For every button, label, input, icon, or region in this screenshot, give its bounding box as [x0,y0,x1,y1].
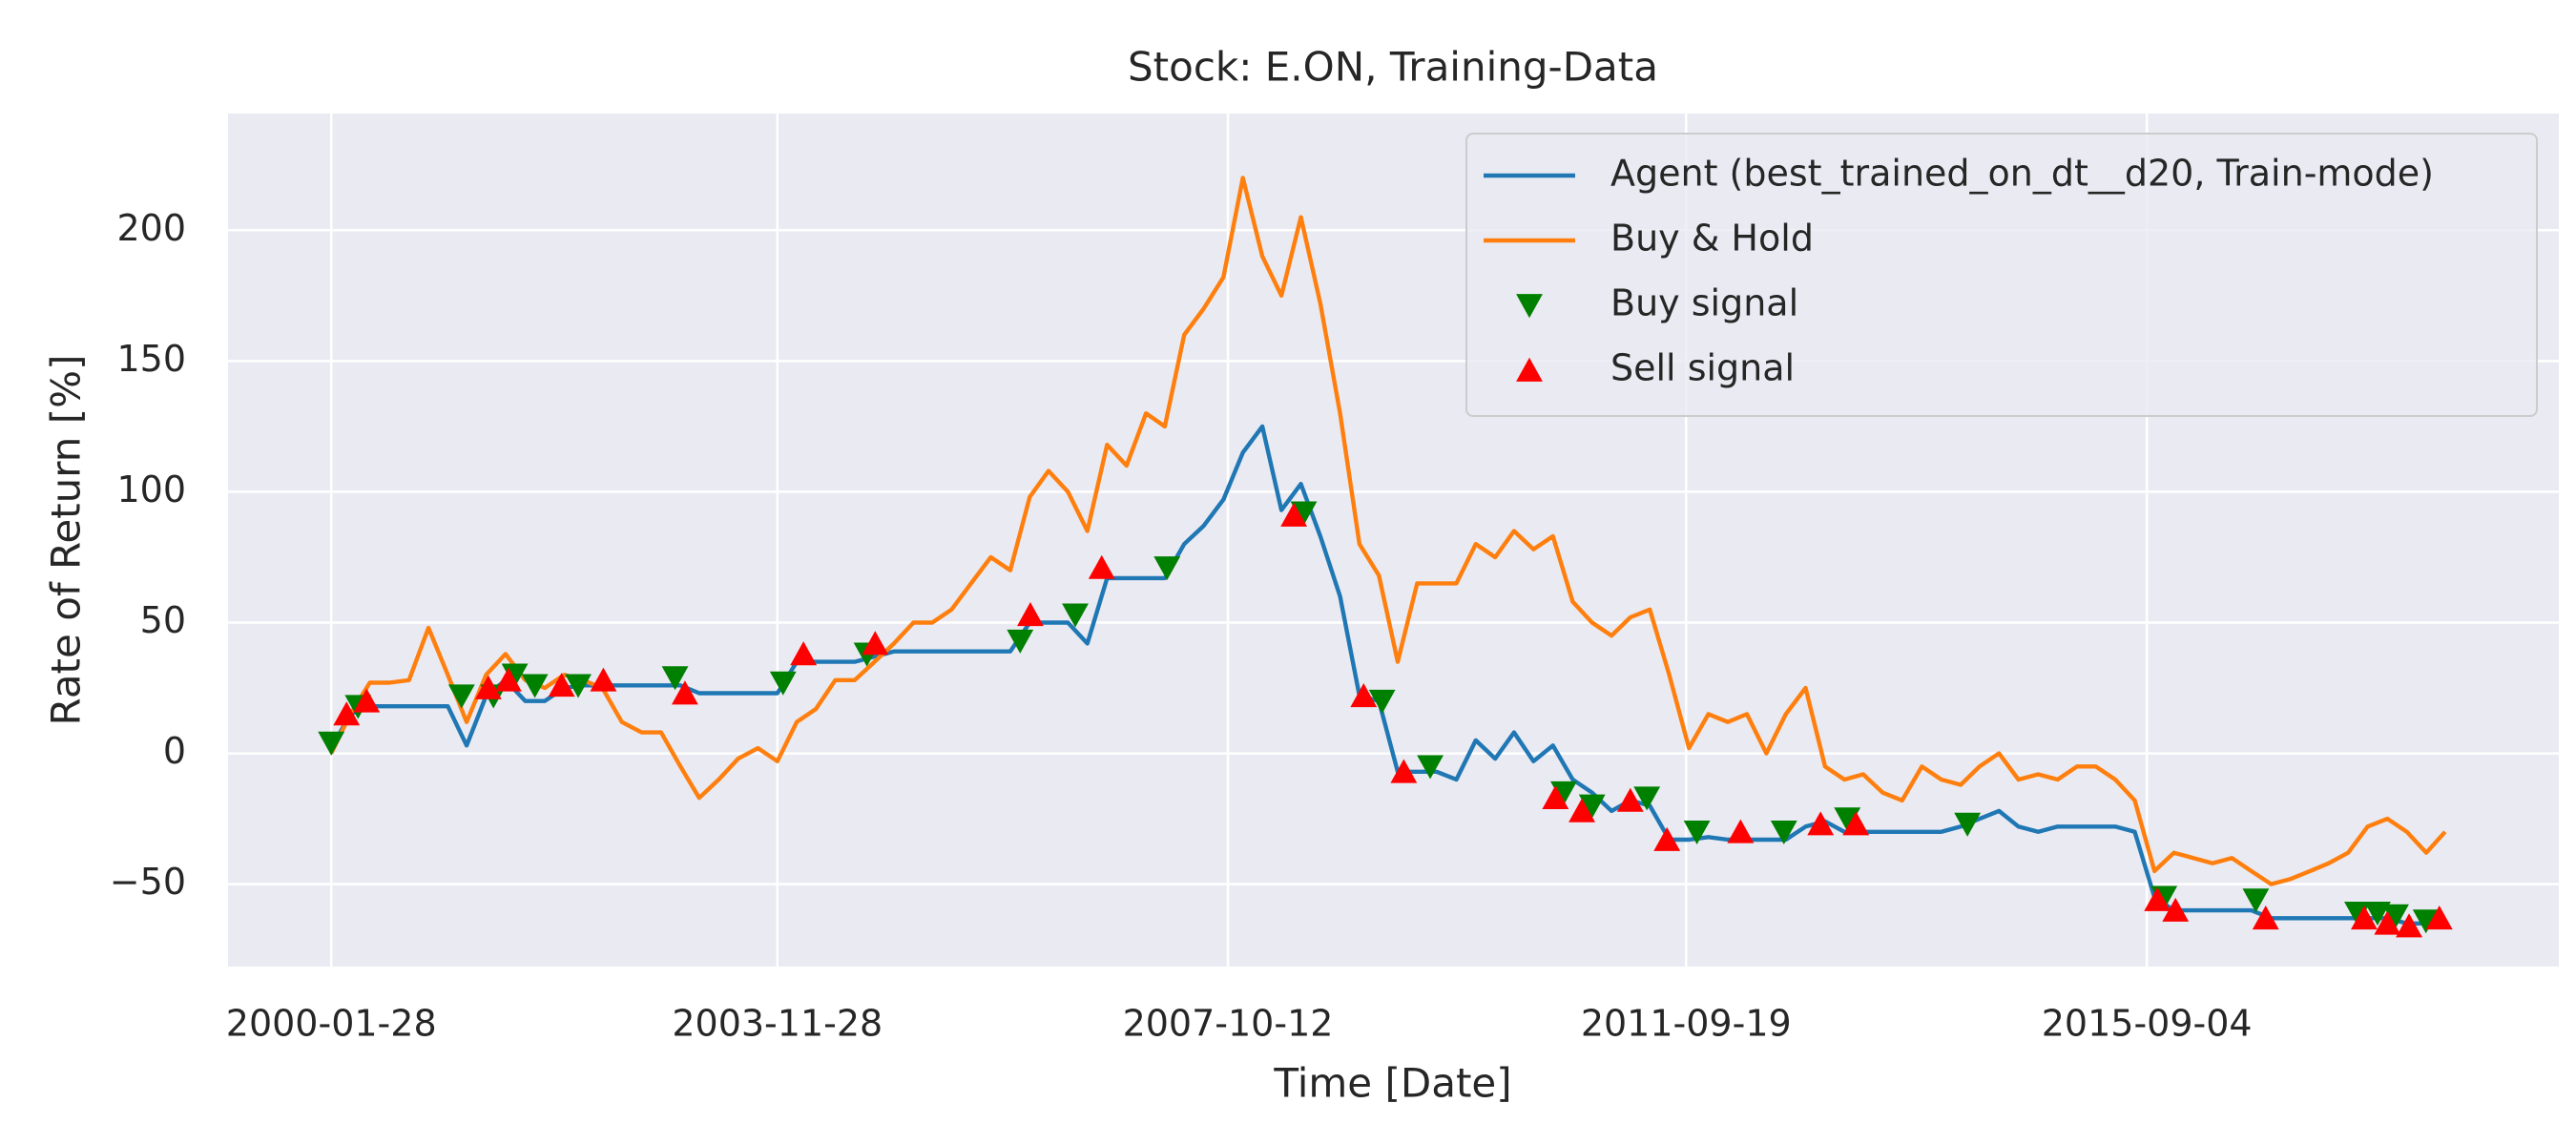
signal-marker [548,673,575,697]
x-tick-label: 2011-09-19 [1581,1003,1792,1045]
signal-marker [1007,629,1034,654]
signal-marker [1368,689,1396,714]
signal-marker [2364,901,2391,926]
signal-marker [862,631,889,656]
legend-marker [1516,357,1543,382]
x-tick-label: 2003-11-28 [672,1003,883,1045]
signal-marker [2412,909,2440,934]
signal-marker [1633,786,1661,811]
signal-marker [2351,906,2378,930]
signal-marker [1290,501,1318,526]
legend-marker [1516,294,1543,319]
signal-marker [1088,554,1115,579]
signal-marker [1578,794,1606,819]
signal-marker [1280,502,1308,527]
axes: −50 0 50 100 150 200 2000-01-28 2003-11-28 2007-… [110,207,2253,1045]
signal-marker [447,684,475,709]
signal-marker [1834,807,1861,832]
signal-marker [1842,811,1870,836]
legend-label: Buy signal [1610,282,1798,324]
signal-marker [1350,683,1378,708]
y-tick-label: 0 [163,730,186,772]
x-tick-label: 2007-10-12 [1123,1003,1334,1045]
signal-marker [474,675,502,699]
signal-marker [1653,826,1681,851]
x-tick-label: 2000-01-28 [226,1003,437,1045]
signal-marker [318,731,345,756]
signal-marker [1390,759,1418,783]
x-tick-label: 2015-09-04 [2042,1003,2253,1045]
signal-marker [1153,556,1181,581]
y-tick-label: 100 [116,468,186,510]
points [318,501,2453,938]
signal-marker [1954,812,1982,837]
signal-marker [2382,904,2409,928]
signal-marker [1568,798,1595,822]
y-tick-label: −50 [110,861,186,903]
signal-marker [353,688,381,713]
signal-marker [1616,787,1644,812]
signal-marker [790,641,818,666]
signal-marker [1017,602,1044,627]
signal-marker [1727,819,1755,843]
legend-label: Sell signal [1610,347,1795,389]
signal-marker [1062,603,1089,628]
signal-marker [2252,906,2279,930]
x-axis-label: Time [Date] [1273,1060,1511,1107]
y-tick-label: 200 [116,207,186,249]
legend-box [1465,133,2538,417]
signal-marker [1542,784,1569,810]
y-tick-label: 150 [116,338,186,380]
signal-marker [590,667,617,692]
chart-title: Stock: E.ON, Training-Data [1128,44,1658,91]
signal-marker [671,680,698,705]
y-axis-label: Rate of Return [%] [43,355,90,726]
signal-marker [2162,897,2190,922]
signal-marker [2396,913,2422,938]
signal-marker [1550,781,1577,805]
signal-marker [1683,820,1711,845]
y-tick-label: 50 [140,599,186,641]
signal-marker [661,666,689,691]
signal-marker [769,671,797,696]
signal-marker [333,701,361,726]
legend-label: Buy & Hold [1610,218,1814,260]
legend-label: Agent (best_trained_on_dt__d20, Train-mo… [1610,153,2434,195]
signal-marker [1807,811,1835,836]
signal-marker [2242,888,2270,913]
line-series [329,176,2447,886]
signal-marker [2425,906,2453,930]
signal-marker [1417,755,1444,780]
signal-marker [494,667,522,692]
signal-marker [2374,910,2401,935]
legend: Agent (best_trained_on_dt__d20, Train-mo… [1465,133,2538,417]
signal-marker [1770,820,1797,845]
signal-marker [2144,886,2171,911]
signal-marker [565,674,592,698]
signal-marker [521,674,549,698]
